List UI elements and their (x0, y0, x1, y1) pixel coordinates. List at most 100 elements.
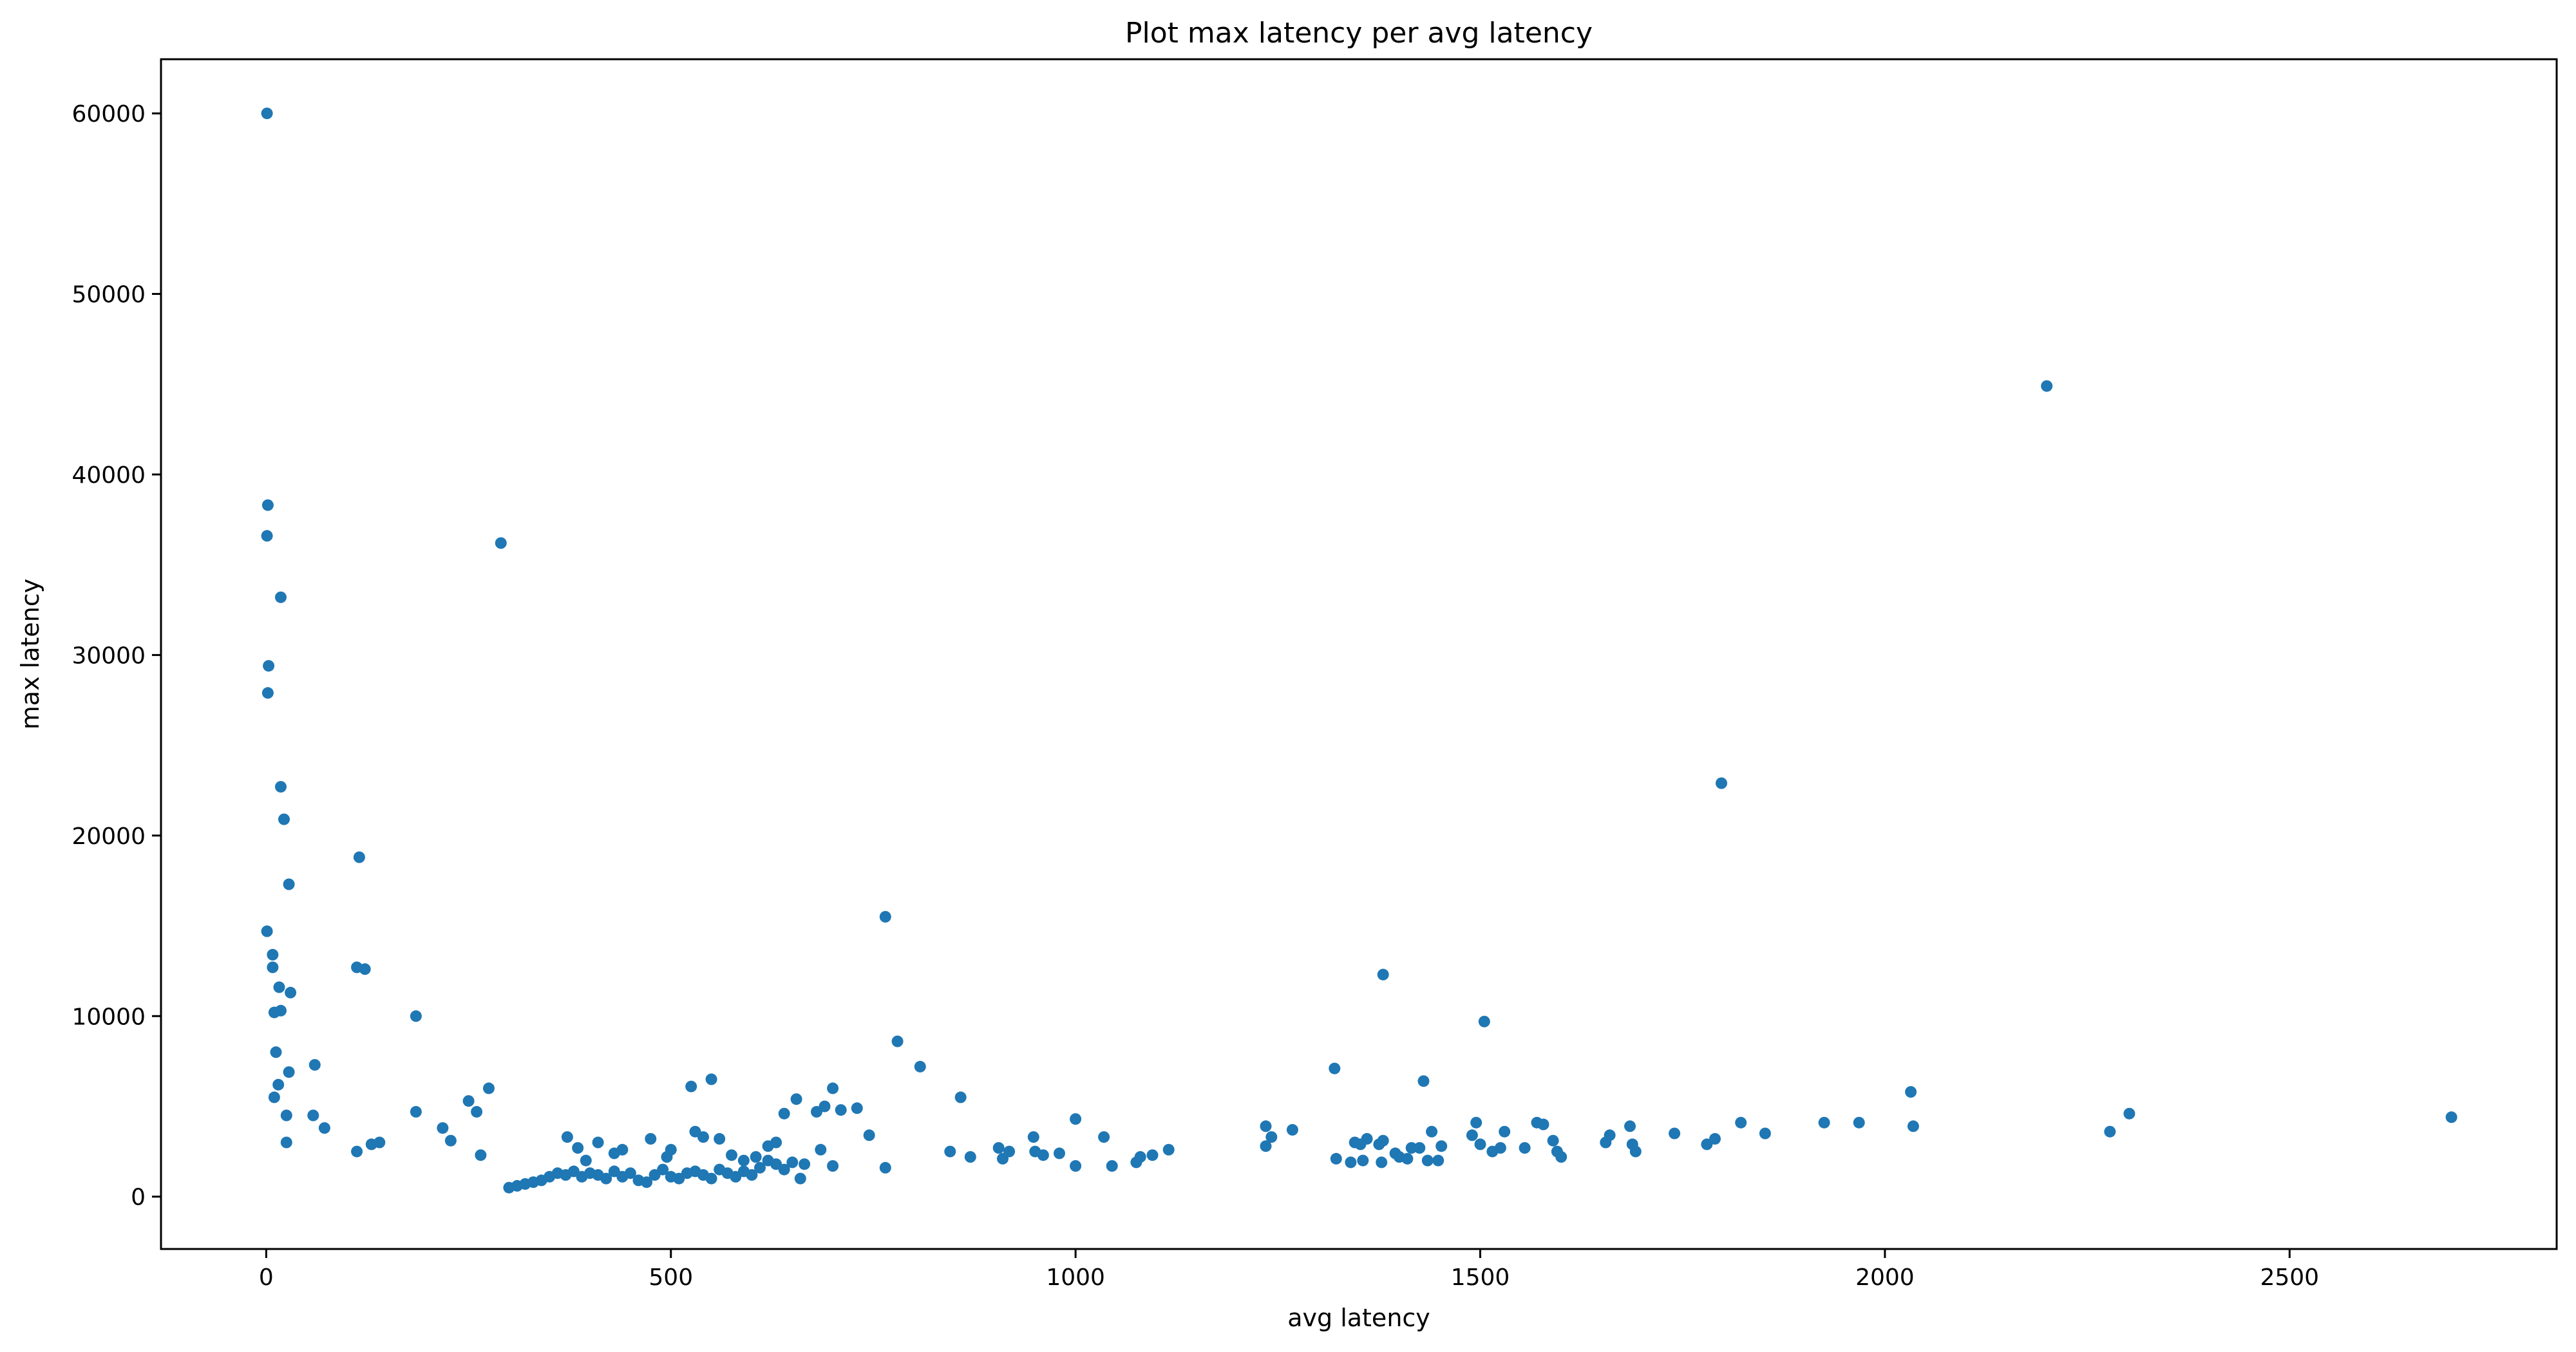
data-point (2445, 1111, 2458, 1123)
data-point (410, 1105, 422, 1118)
data-point (283, 878, 295, 890)
data-point (263, 660, 275, 672)
data-point (1377, 968, 1389, 981)
data-point (819, 1100, 831, 1113)
data-point (705, 1172, 717, 1185)
data-point (572, 1142, 584, 1154)
data-point (1537, 1118, 1549, 1131)
data-point (270, 1046, 282, 1058)
data-point (616, 1143, 629, 1156)
data-point (2104, 1125, 2116, 1138)
data-point (914, 1060, 926, 1073)
data-point (1405, 1142, 1417, 1154)
data-point (964, 1151, 976, 1163)
data-point (1376, 1156, 1388, 1169)
data-point (353, 851, 365, 863)
data-point (580, 1154, 592, 1167)
data-point (624, 1167, 636, 1179)
data-point (1435, 1140, 1448, 1152)
data-point (1701, 1138, 1713, 1150)
data-point (665, 1143, 677, 1156)
data-point (1716, 777, 1727, 789)
data-point (1853, 1116, 1865, 1129)
chart-title: Plot max latency per avg latency (1125, 17, 1593, 50)
x-tick-label: 2000 (1855, 1264, 1915, 1291)
data-point (1735, 1116, 1747, 1129)
data-point (1414, 1142, 1426, 1154)
data-point (278, 813, 290, 825)
data-point (365, 1138, 377, 1150)
data-point (285, 986, 297, 999)
data-point (737, 1154, 750, 1167)
data-point (657, 1163, 669, 1176)
data-point (697, 1131, 709, 1143)
y-tick-label: 0 (131, 1185, 146, 1211)
data-point (261, 530, 273, 542)
data-point (1555, 1151, 1567, 1163)
data-point (778, 1107, 790, 1120)
x-tick-label: 1000 (1046, 1264, 1105, 1291)
data-point (1432, 1154, 1444, 1167)
x-axis-ticks: 0 500 1000 1500 2000 2500 (259, 1249, 2319, 1291)
data-point (1134, 1151, 1146, 1163)
data-point (261, 687, 274, 699)
data-point (891, 1035, 904, 1047)
data-point (1286, 1123, 1298, 1136)
y-tick-label: 60000 (71, 101, 146, 127)
data-point (1361, 1132, 1373, 1145)
y-tick-label: 50000 (71, 282, 146, 308)
data-point (1330, 1152, 1342, 1165)
data-point (1345, 1156, 1357, 1169)
data-point (778, 1163, 790, 1176)
data-point (561, 1131, 573, 1143)
y-axis-ticks: 0 10000 20000 30000 40000 50000 60000 (71, 101, 161, 1211)
data-point (359, 963, 371, 975)
data-point (790, 1093, 802, 1105)
data-point (1499, 1125, 1511, 1138)
data-point (280, 1136, 292, 1149)
x-tick-label: 0 (259, 1264, 274, 1291)
data-point (1466, 1129, 1478, 1141)
data-point (471, 1105, 483, 1118)
data-point (462, 1095, 475, 1107)
data-point (705, 1073, 717, 1085)
data-point (1818, 1116, 1830, 1129)
data-point (1162, 1143, 1175, 1156)
data-point (475, 1149, 487, 1161)
data-point (1401, 1152, 1414, 1165)
data-point (261, 499, 274, 511)
data-point (483, 1082, 495, 1094)
y-tick-label: 10000 (71, 1004, 146, 1030)
x-tick-label: 1500 (1451, 1264, 1510, 1291)
data-point (726, 1149, 737, 1161)
x-tick-label: 2500 (2260, 1264, 2319, 1291)
data-point (444, 1134, 457, 1147)
data-point (2041, 380, 2053, 392)
data-point (267, 948, 279, 961)
data-point (592, 1136, 604, 1149)
data-point (1054, 1147, 1065, 1160)
data-point (685, 1080, 697, 1093)
data-point (1417, 1075, 1430, 1087)
data-point (1470, 1116, 1482, 1129)
data-point (863, 1129, 875, 1141)
data-point (268, 1091, 280, 1103)
data-point (1329, 1062, 1341, 1075)
data-point (410, 1010, 422, 1022)
data-point (1098, 1131, 1110, 1143)
data-point (851, 1102, 863, 1114)
data-point (879, 911, 891, 923)
x-axis-title: avg latency (1287, 1304, 1430, 1332)
data-point (1421, 1154, 1434, 1167)
data-point (1426, 1125, 1438, 1138)
data-point (600, 1172, 612, 1185)
data-point (1629, 1145, 1642, 1158)
data-point (754, 1161, 766, 1174)
data-point (261, 108, 273, 120)
data-point (1037, 1149, 1049, 1161)
data-point (794, 1172, 806, 1185)
data-point (275, 781, 287, 793)
data-point (1907, 1120, 1919, 1132)
data-point (280, 1109, 292, 1122)
